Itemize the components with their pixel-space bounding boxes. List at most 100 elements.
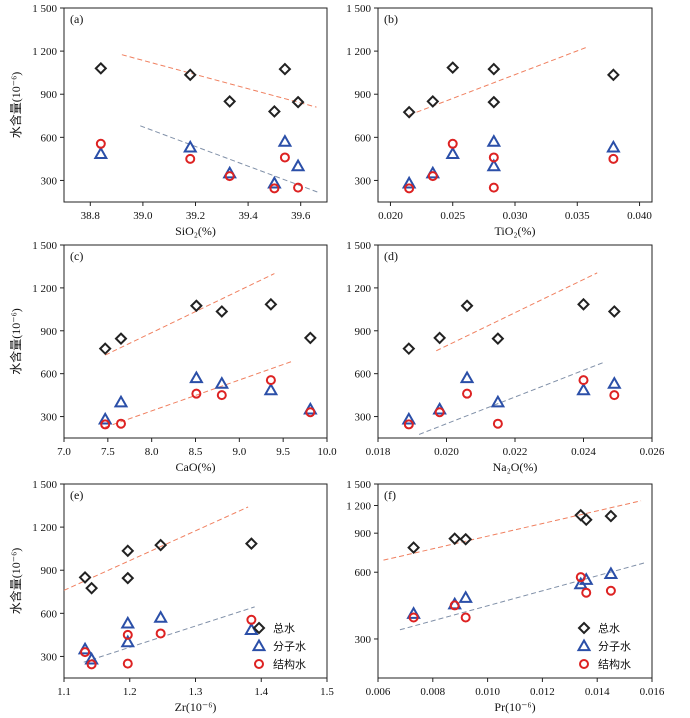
x-tick-label: 1.5 <box>320 686 334 698</box>
data-point-circle <box>86 659 97 670</box>
y-tick-label: 900 <box>41 89 58 101</box>
x-tick-label: 1.1 <box>57 686 71 698</box>
trend-line <box>383 500 642 561</box>
trend-line <box>436 272 598 352</box>
y-tick-label: 1 200 <box>346 283 371 295</box>
legend-marker-circle <box>254 659 264 669</box>
x-axis-label: Na₂O(%) <box>493 460 538 474</box>
plot-frame <box>377 483 653 679</box>
data-point-circle <box>279 152 290 163</box>
data-point-diamond <box>303 331 317 345</box>
trend-line <box>104 273 275 356</box>
data-point-triangle <box>401 411 417 425</box>
data-point-triangle <box>120 615 136 629</box>
panel-label: (d) <box>384 249 398 263</box>
panel-b: 0.020 0.025 0.030 0.035 0.040 300 600 900 1 200 1… <box>346 3 653 238</box>
trend-line <box>140 125 320 194</box>
panel-e: 1.1 1.2 1.3 1.4 1.5 300 600 900 1 200 1 500 (e) Zr(… <box>8 479 334 714</box>
y-tick-label: 300 <box>355 175 372 187</box>
data-point-diamond <box>278 62 292 76</box>
data-point-circle <box>462 388 473 399</box>
data-point-diamond <box>407 541 421 554</box>
x-tick-label: 9.5 <box>276 446 290 458</box>
y-tick-label: 1 200 <box>32 522 57 534</box>
plot-frame <box>377 7 653 203</box>
x-tick-label: 0.026 <box>640 446 665 458</box>
data-point-circle <box>427 171 438 182</box>
y-tick-label: 900 <box>355 326 372 338</box>
data-point-diamond <box>154 538 168 552</box>
y-axis-label: 水含量(10⁻⁶) <box>8 72 23 139</box>
x-axis-label: SiO₂(%) <box>175 224 216 238</box>
x-axis-label: Pr(10⁻⁶) <box>494 700 535 714</box>
x-axis-label: Zr(10⁻⁶) <box>175 700 217 714</box>
x-tick-label: 0.022 <box>503 446 528 458</box>
panel-f: 0.006 0.008 0.010 0.012 0.014 0.016 300 600 900 1… <box>346 479 665 714</box>
data-point-triangle <box>490 394 506 408</box>
x-tick-label: 1.3 <box>189 686 203 698</box>
y-tick-label: 300 <box>41 651 58 663</box>
data-point-triangle <box>401 175 417 189</box>
y-tick-label: 300 <box>355 634 372 646</box>
data-point-triangle <box>93 146 109 159</box>
data-point-triangle <box>189 370 204 384</box>
x-axis-label: TiO₂(%) <box>494 224 535 238</box>
data-point-triangle <box>183 139 198 153</box>
trend-line <box>399 561 647 631</box>
data-point-diamond <box>85 581 99 595</box>
data-point-triangle <box>113 394 129 408</box>
data-point-diamond <box>244 537 258 551</box>
x-tick-label: 0.030 <box>503 210 528 222</box>
data-point-triangle <box>606 139 621 153</box>
y-tick-label: 1 200 <box>32 46 57 58</box>
data-point-triangle <box>97 411 113 425</box>
y-tick-label: 1 500 <box>346 240 371 252</box>
x-tick-label: 8.0 <box>145 446 159 458</box>
data-point-diamond <box>487 62 501 76</box>
data-point-diamond <box>78 570 92 584</box>
data-point-diamond <box>267 105 281 118</box>
x-tick-label: 39.6 <box>291 210 311 222</box>
data-point-triangle <box>277 134 293 147</box>
legend-marker-triangle <box>251 638 267 652</box>
data-point-circle <box>95 138 106 149</box>
data-point-diamond <box>215 305 229 318</box>
data-point-circle <box>575 572 586 583</box>
data-point-circle <box>581 587 592 598</box>
data-point-triangle <box>607 376 622 389</box>
data-point-diamond <box>121 544 135 558</box>
data-point-triangle <box>263 382 279 396</box>
x-tick-label: 0.006 <box>366 686 391 698</box>
data-point-circle <box>224 171 235 182</box>
y-tick-label: 1 200 <box>32 283 57 295</box>
data-point-diamond <box>94 61 108 75</box>
data-point-circle <box>492 418 503 429</box>
legend-label: 结构水 <box>598 657 631 671</box>
data-point-triangle <box>458 590 473 603</box>
y-tick-label: 600 <box>355 369 372 381</box>
data-point-diamond <box>291 95 305 109</box>
data-point-diamond <box>121 571 135 585</box>
plot-frame <box>63 244 328 439</box>
data-point-diamond <box>402 342 416 356</box>
y-tick-label: 1 200 <box>346 500 371 512</box>
legend-label: 分子水 <box>273 640 306 653</box>
data-point-circle <box>115 418 126 429</box>
x-tick-label: 38.8 <box>81 210 101 222</box>
data-point-circle <box>404 183 415 194</box>
data-point-diamond <box>491 332 505 346</box>
x-tick-label: 0.010 <box>475 686 500 698</box>
x-tick-label: 1.2 <box>123 686 137 698</box>
y-tick-label: 300 <box>41 175 58 187</box>
data-point-circle <box>216 390 227 401</box>
data-point-diamond <box>577 297 590 311</box>
x-tick-label: 8.5 <box>189 446 203 458</box>
y-tick-label: 1 500 <box>346 3 371 15</box>
x-tick-label: 0.024 <box>571 446 596 458</box>
data-point-circle <box>185 153 196 164</box>
plot-frame <box>63 7 328 203</box>
data-point-circle <box>191 388 202 399</box>
x-tick-label: 10.0 <box>317 446 337 458</box>
trend-line <box>63 506 249 591</box>
data-point-circle <box>447 138 458 149</box>
